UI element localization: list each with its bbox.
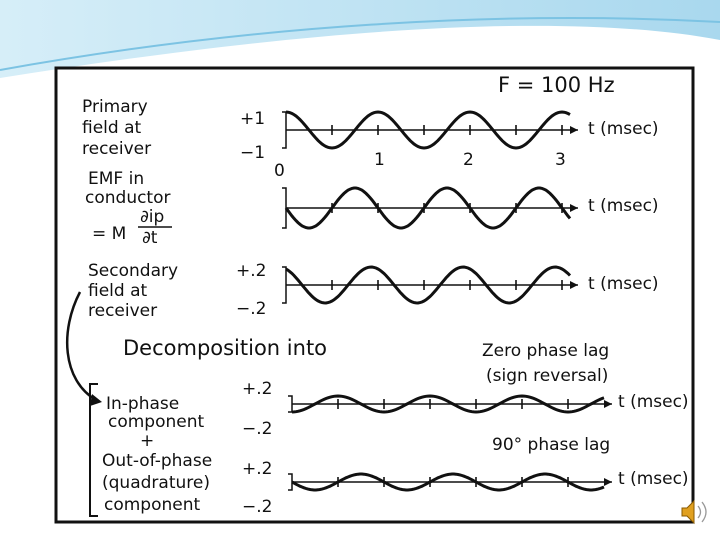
header-swoosh — [0, 0, 720, 78]
row-label: Secondary — [88, 261, 178, 281]
formula: = M — [92, 224, 126, 244]
waveform — [284, 186, 572, 230]
swoosh-line — [0, 17, 720, 71]
scale-bracket — [282, 111, 287, 149]
axis-arrow — [570, 204, 578, 212]
section-title: Decomposition into — [123, 336, 327, 360]
amplitude-label: +.2 — [236, 261, 266, 281]
row-label: Out-of-phase — [102, 451, 212, 471]
curved-arrow — [65, 291, 97, 402]
waveforms — [282, 110, 612, 492]
axis-arrow — [570, 281, 578, 289]
time-tick: 1 — [374, 150, 385, 170]
amplitude-label: +.2 — [242, 379, 272, 399]
scale-bracket — [282, 187, 287, 229]
note: 90° phase lag — [492, 435, 610, 455]
axis-label: t (msec) — [588, 196, 659, 216]
note: (sign reversal) — [486, 366, 608, 386]
row-label: EMF in — [88, 169, 144, 189]
row-label: component — [108, 412, 205, 432]
time-tick: 2 — [463, 150, 474, 170]
figure-frame — [54, 66, 695, 524]
row-label: field at — [88, 281, 148, 301]
amplitude-label: −.2 — [242, 419, 272, 439]
time-tick: 0 — [274, 161, 285, 181]
axis-label: t (msec) — [588, 119, 659, 139]
row-label: component — [104, 495, 201, 515]
row-label: field at — [82, 118, 142, 138]
waveform — [285, 265, 572, 305]
row-label: conductor — [85, 188, 171, 208]
scale-bracket — [282, 266, 287, 304]
waveform — [285, 110, 571, 150]
axis-arrow — [604, 478, 612, 486]
waveform — [291, 472, 605, 492]
bracket — [89, 383, 98, 517]
row-label: Primary — [82, 97, 148, 117]
amplitude-label: −.2 — [242, 497, 272, 517]
amplitude-label: −.2 — [236, 299, 266, 319]
row-label: (quadrature) — [102, 473, 210, 493]
scale-bracket — [288, 395, 293, 413]
axis-label: t (msec) — [618, 392, 689, 412]
speaker-icon — [681, 499, 707, 525]
amplitude-label: +1 — [240, 109, 265, 129]
plus-sign: + — [140, 431, 154, 451]
frequency: F = 100 Hz — [498, 73, 615, 97]
scale-bracket — [288, 473, 293, 491]
amplitude-label: −1 — [240, 143, 265, 163]
axis-arrow — [570, 126, 578, 134]
axis-label: t (msec) — [618, 469, 689, 489]
amplitude-label: +.2 — [242, 459, 272, 479]
formula-numerator: ∂ip — [140, 207, 164, 227]
formula-denominator: ∂t — [142, 228, 158, 248]
axis-label: t (msec) — [588, 274, 659, 294]
time-tick: 3 — [555, 150, 566, 170]
row-label: receiver — [82, 139, 151, 159]
axis-arrow — [604, 400, 612, 408]
waveform — [291, 394, 605, 414]
arrow-head — [90, 394, 102, 406]
row-label: In-phase — [106, 394, 179, 414]
row-label: receiver — [88, 301, 157, 321]
note: Zero phase lag — [482, 341, 609, 361]
